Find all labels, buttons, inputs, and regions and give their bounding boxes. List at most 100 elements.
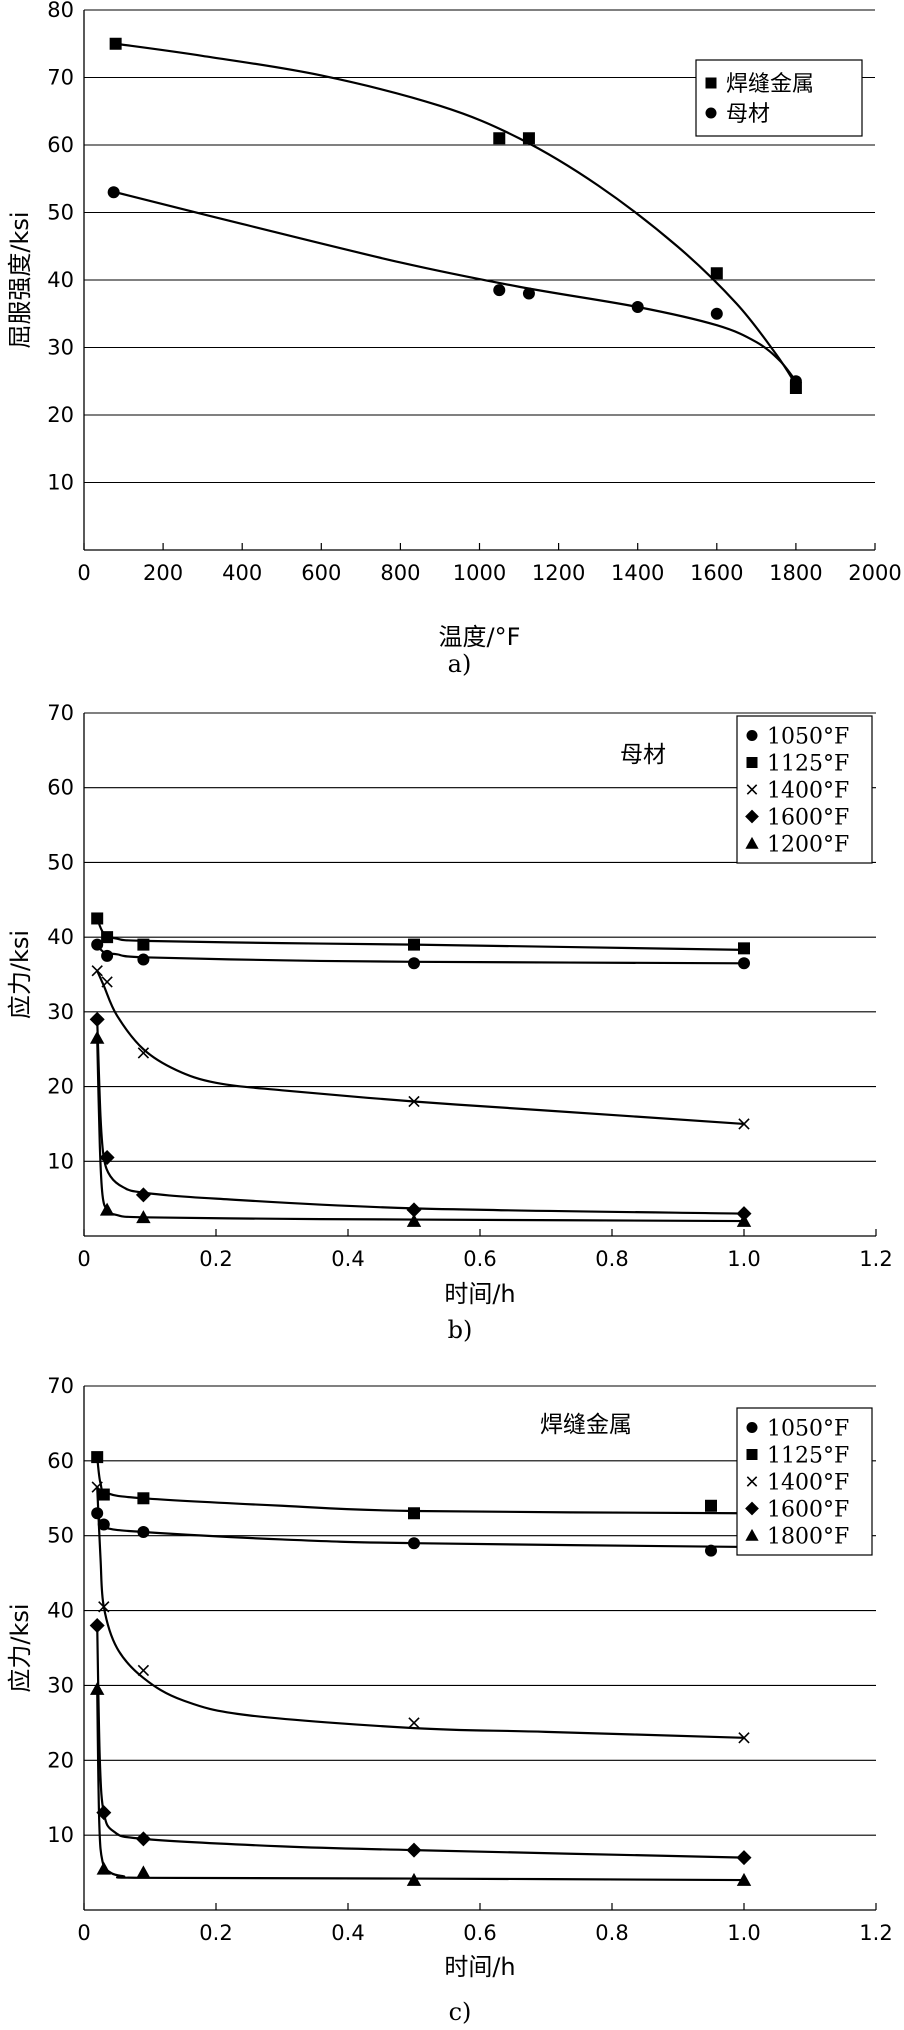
x-tick-label: 2000 (848, 561, 901, 585)
panel-label: c) (449, 1998, 472, 2026)
y-tick-label: 10 (47, 1823, 74, 1847)
x-axis-title: 时间/h (444, 1953, 515, 1981)
legend-marker (746, 757, 758, 768)
data-point (135, 1187, 151, 1203)
y-tick-label: 20 (47, 1748, 74, 1772)
y-tick-label: 70 (47, 66, 74, 90)
y-tick-label: 40 (47, 268, 74, 292)
x-tick-label: 0.4 (331, 1247, 364, 1271)
y-tick-label: 50 (47, 201, 74, 225)
data-point (736, 1872, 752, 1886)
data-point (91, 912, 104, 925)
y-tick-label: 30 (47, 1000, 74, 1024)
fit-curve (96, 1487, 745, 1739)
y-tick-label: 60 (47, 776, 74, 800)
data-point (137, 1492, 150, 1505)
y-tick-label: 70 (47, 1374, 74, 1398)
data-point (137, 1664, 150, 1677)
fit-curve (115, 191, 797, 382)
legend-marker (745, 1528, 759, 1541)
x-tick-label: 0.4 (331, 1921, 364, 1945)
legend-marker (745, 809, 759, 824)
y-tick-label: 50 (47, 850, 74, 874)
fit-curve (96, 1689, 745, 1882)
x-axis-title: 温度/°F (439, 623, 521, 651)
data-point (522, 132, 535, 145)
x-tick-label: 1600 (690, 561, 743, 585)
chart-panel: 0 200 400 600 800 1000 1200 1400 1600 1800 2000 10 2… (6, 0, 902, 678)
legend-marker (705, 107, 717, 119)
legend-marker (745, 1501, 759, 1516)
y-tick-label: 40 (47, 925, 74, 949)
legend-marker (746, 1449, 758, 1460)
legend-label: 1600°F (767, 1498, 849, 1523)
y-tick-label: 40 (47, 1599, 74, 1623)
data-point (736, 1206, 752, 1222)
fit-curve (96, 970, 745, 1126)
legend-marker (746, 1476, 758, 1487)
legend-label: 1400°F (767, 1471, 849, 1496)
legend-label: 1050°F (767, 725, 849, 750)
data-point (101, 931, 114, 944)
legend-box (736, 1407, 873, 1556)
x-tick-label: 0.6 (463, 1921, 496, 1945)
data-point (406, 1872, 422, 1886)
data-point (137, 938, 150, 951)
data-point (99, 1202, 115, 1216)
fit-curve (96, 918, 745, 951)
data-point (136, 1865, 151, 1879)
data-point (738, 1732, 750, 1744)
data-point (710, 267, 723, 280)
x-tick-label: 0.8 (595, 1921, 628, 1945)
data-point (738, 1118, 750, 1130)
x-tick-label: 0.6 (463, 1247, 496, 1271)
data-point (493, 132, 506, 145)
x-tick-label: 800 (380, 561, 420, 585)
y-tick-label: 60 (47, 133, 74, 157)
chart-panel: 0 0.2 0.4 0.6 0.8 1.0 1.2 10 20 30 40 50 60 70 时间/h 应力/… (6, 1374, 893, 2026)
data-point (137, 1047, 150, 1059)
x-tick-label: 1.2 (859, 1921, 892, 1945)
y-tick-label: 60 (47, 1449, 74, 1473)
data-point (107, 186, 120, 199)
x-tick-label: 1.2 (859, 1247, 892, 1271)
chart-panel: 0 0.2 0.4 0.6 0.8 1.0 1.2 10 20 30 40 50 60 70 时间/h 应力/… (6, 701, 893, 1344)
data-point (408, 1537, 420, 1550)
data-point (406, 1202, 422, 1218)
x-tick-label: 400 (222, 561, 262, 585)
data-point (109, 37, 122, 50)
data-point (137, 953, 150, 966)
x-tick-label: 1800 (769, 561, 822, 585)
legend-marker (746, 730, 758, 741)
legend-box (736, 715, 873, 864)
data-point (736, 1850, 752, 1866)
legend-marker (745, 836, 759, 849)
legend-label: 1400°F (767, 779, 849, 804)
y-tick-label: 20 (47, 1075, 74, 1099)
y-tick-label: 10 (47, 1149, 74, 1173)
data-point (90, 1681, 105, 1695)
plot-annotation: 焊缝金属 (540, 1412, 632, 1438)
y-tick-label: 80 (47, 0, 74, 22)
fit-curve (96, 1512, 745, 1549)
x-tick-label: 0 (77, 561, 90, 585)
x-tick-label: 1.0 (727, 1921, 760, 1945)
x-tick-label: 0 (77, 1921, 90, 1945)
data-point (493, 284, 506, 297)
data-point (710, 307, 723, 320)
fit-curve (115, 42, 797, 386)
data-point (408, 957, 420, 970)
y-axis-title: 屈服强度/ksi (6, 211, 34, 348)
data-point (137, 1525, 150, 1538)
data-point (96, 1861, 111, 1875)
data-point (91, 938, 104, 951)
legend-label: 母材 (726, 102, 770, 127)
data-point (789, 375, 802, 388)
y-axis-title: 应力/ksi (6, 930, 34, 1019)
x-tick-label: 1200 (532, 561, 585, 585)
legend-marker (705, 77, 717, 89)
fit-curve (96, 1625, 745, 1859)
data-point (96, 1805, 112, 1821)
data-point (705, 1544, 717, 1557)
data-point (135, 1831, 151, 1847)
